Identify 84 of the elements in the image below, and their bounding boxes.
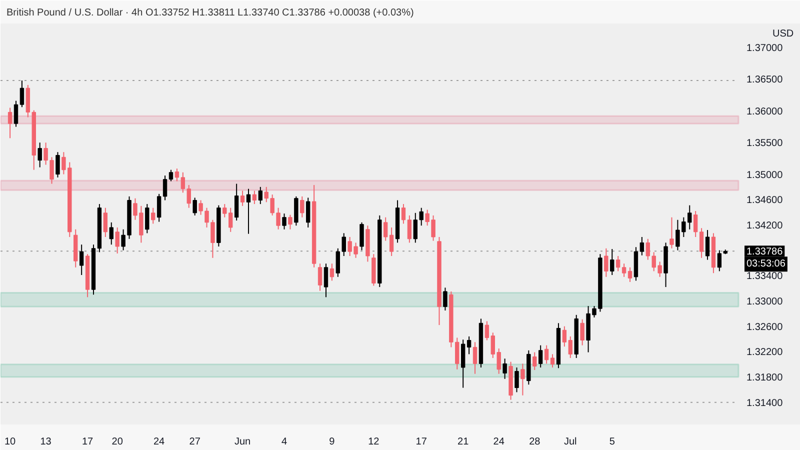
ref-line-label: 1.33786 [746, 246, 784, 258]
y-tick-label: 1.32600 [746, 322, 784, 333]
y-tick-label: 1.35500 [746, 138, 784, 150]
candlestick [252, 190, 257, 205]
x-tick-label: 27 [189, 436, 201, 448]
candlestick [640, 236, 644, 256]
candlestick [628, 266, 632, 282]
x-tick-label: Jun [234, 436, 251, 448]
candlestick [20, 80, 24, 108]
candlestick [156, 193, 162, 222]
candlestick [121, 228, 126, 251]
candlestick [318, 263, 322, 292]
candlestick [8, 107, 12, 139]
y-tick-label: 1.34600 [746, 195, 784, 206]
candlestick [443, 287, 448, 311]
x-tick-label: 9 [329, 436, 336, 448]
candlestick [246, 188, 251, 234]
candlestick [407, 214, 412, 244]
x-tick-label: 17 [416, 436, 428, 448]
candlestick [514, 366, 519, 393]
candlestick [56, 152, 60, 178]
candlestick [472, 342, 478, 374]
candlestick [234, 183, 239, 222]
x-tick-label: 4 [281, 436, 288, 448]
candlestick [258, 186, 263, 205]
x-tick-label: 20 [112, 436, 124, 448]
x-tick-label: 12 [368, 436, 380, 448]
candlestick [300, 196, 304, 218]
x-tick-label: 28 [529, 436, 541, 448]
y-tick-label: 1.31800 [746, 372, 784, 384]
candlestick [145, 204, 150, 234]
x-tick-label: 13 [40, 436, 52, 448]
candlestick [109, 222, 114, 246]
x-tick-label: 24 [493, 436, 505, 448]
y-tick-label: 1.34200 [746, 220, 784, 232]
x-tick-label: 10 [4, 436, 16, 448]
candlestick [79, 244, 84, 276]
candlestick [455, 337, 460, 370]
candlestick [610, 248, 614, 276]
candlestick [276, 207, 280, 230]
candlestick [324, 263, 328, 298]
candlestick [502, 358, 507, 380]
y-tick-label: 1.31400 [746, 398, 784, 409]
candlestick [520, 363, 525, 396]
candlestick [115, 226, 120, 254]
text: 03:53:06 [746, 258, 786, 270]
candlestick [192, 197, 197, 216]
y-tick-label: 1.36500 [746, 74, 784, 86]
candlestick [103, 207, 108, 238]
y-axis-title: USD [772, 28, 794, 40]
x-tick-label: 17 [82, 436, 94, 448]
candlestick [538, 344, 543, 368]
candlestick [186, 184, 191, 208]
candlestick [288, 214, 292, 230]
y-tick-label: 1.33000 [746, 296, 784, 308]
candlestick [550, 354, 555, 368]
y-tick-label: 1.35000 [746, 170, 784, 181]
candlestick [151, 207, 156, 224]
candlestick [38, 142, 42, 168]
candlestick [670, 216, 674, 249]
candlestick [604, 248, 608, 278]
candlestick [306, 197, 310, 228]
x-tick-label: 5 [609, 436, 616, 448]
candlestick [330, 263, 334, 282]
y-tick-label: 1.37000 [746, 43, 784, 54]
candlestick [282, 213, 286, 230]
candlestick [544, 344, 549, 364]
y-tick-label: 1.32200 [746, 347, 784, 358]
x-tick-label: 21 [458, 436, 470, 448]
candlestick [240, 190, 245, 206]
x-tick-label: Jul [564, 436, 577, 448]
candlestick [401, 204, 406, 224]
x-tick-label: 24 [154, 436, 166, 448]
y-tick-label: 1.36000 [746, 106, 784, 118]
chart-title: British Pound / U.S. Dollar · 4h O1.33752 H1.33811 L1.33740 C1.33786 +0.00038 (+0.03%) [6, 8, 414, 18]
candlestick [532, 352, 537, 371]
y-tick-label: 1.33400 [746, 271, 784, 282]
candlestick [360, 222, 364, 251]
candlestick [168, 169, 174, 182]
candlestick [14, 100, 18, 128]
candlestick [198, 200, 203, 216]
candlestick [162, 175, 168, 201]
candlestick [580, 318, 584, 346]
candlestick [705, 230, 710, 260]
